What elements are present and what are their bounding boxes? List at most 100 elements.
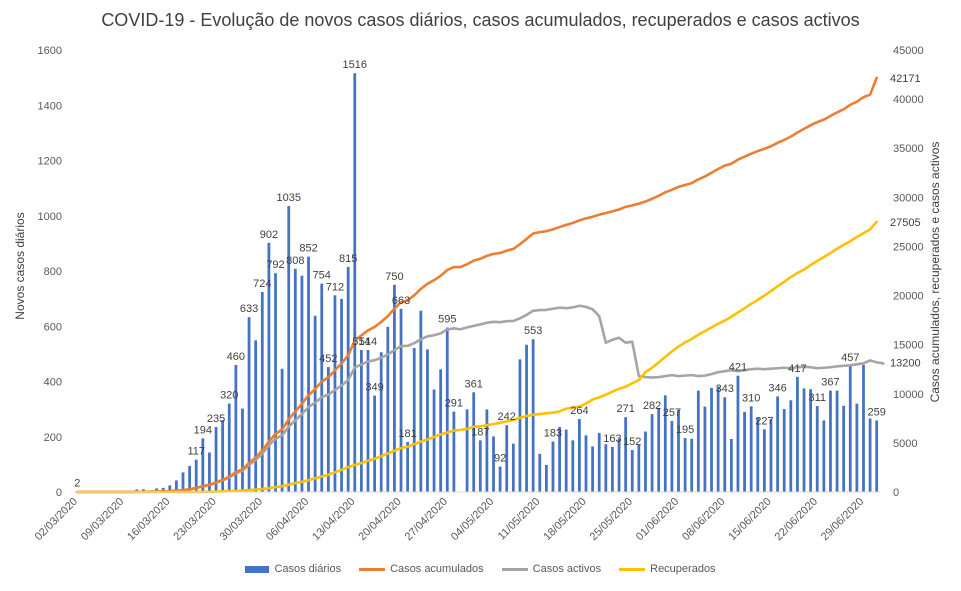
daily-cases-data-label: 311 <box>808 392 826 404</box>
daily-cases-bar <box>644 431 647 492</box>
daily-cases-bar <box>729 438 733 492</box>
daily-cases-bar <box>525 344 528 492</box>
y-tick-label-right: 30000 <box>893 192 924 204</box>
x-tick-label: 02/03/2020 <box>33 496 80 543</box>
daily-cases-bar <box>855 403 859 492</box>
daily-cases-data-label: 2 <box>74 477 80 489</box>
daily-cases-data-label: 1035 <box>276 192 300 204</box>
daily-cases-data-label: 712 <box>326 281 344 293</box>
daily-cases-bar <box>743 411 746 492</box>
daily-cases-data-label: 195 <box>676 424 694 436</box>
daily-cases-bar <box>696 390 700 492</box>
daily-cases-bar <box>670 421 674 492</box>
legend-label-daily-cases: Casos diários <box>274 563 342 575</box>
daily-cases-bar <box>188 466 192 492</box>
daily-cases-bar <box>359 350 363 492</box>
daily-cases-data-label: 242 <box>498 411 516 423</box>
daily-cases-data-label: 815 <box>339 253 357 265</box>
recovered-end-label: 27505 <box>890 217 921 229</box>
daily-cases-data-label: 553 <box>524 325 542 337</box>
daily-cases-bar <box>630 450 634 492</box>
daily-cases-bar <box>736 375 740 492</box>
daily-cases-bar <box>564 429 568 492</box>
legend-label-cumulative-cases: Casos acumulados <box>390 563 484 575</box>
daily-cases-data-label: 117 <box>187 446 205 458</box>
daily-cases-bar <box>868 418 872 492</box>
daily-cases-bar <box>181 472 185 492</box>
x-tick-label: 06/04/2020 <box>264 496 311 543</box>
daily-cases-bar <box>175 480 178 492</box>
y-tick-label-right: 15000 <box>893 340 924 352</box>
daily-cases-data-label: 227 <box>755 415 773 427</box>
daily-cases-bar <box>723 397 727 492</box>
daily-cases-data-label: 367 <box>821 377 839 389</box>
daily-cases-bar <box>260 291 264 492</box>
daily-cases-bar <box>848 365 852 492</box>
daily-cases-bar <box>796 376 799 492</box>
daily-cases-data-label: 361 <box>465 378 483 390</box>
daily-cases-bar <box>762 429 766 492</box>
daily-cases-data-label: 320 <box>220 390 238 402</box>
y-axis-title-right: Casos acumulados, recuperados e casos ac… <box>928 141 942 403</box>
daily-cases-bar <box>214 427 218 492</box>
legend: Casos diários Casos acumulados Casos act… <box>0 563 961 575</box>
daily-cases-bar <box>782 409 786 492</box>
daily-cases-bar <box>465 409 469 492</box>
y-axis-title-left: Novos casos diários <box>13 212 27 320</box>
y-tick-label-right: 25000 <box>893 241 924 253</box>
legend-item-recovered: Recuperados <box>619 563 716 575</box>
x-tick-label: 13/04/2020 <box>310 496 357 543</box>
y-tick-label-left: 1000 <box>38 211 62 223</box>
daily-cases-data-label: 346 <box>768 382 786 394</box>
x-tick-label: 04/05/2020 <box>449 496 496 543</box>
daily-cases-bar <box>478 440 482 492</box>
daily-cases-bar <box>776 396 779 492</box>
daily-cases-bar <box>485 409 489 492</box>
daily-cases-bar <box>168 485 172 492</box>
daily-cases-bar <box>677 409 680 492</box>
daily-cases-data-label: 595 <box>438 314 456 326</box>
daily-cases-bar <box>822 420 826 492</box>
daily-cases-bar <box>538 453 542 492</box>
daily-cases-bar <box>267 242 271 492</box>
daily-cases-bar <box>578 419 581 492</box>
y-tick-label-left: 1400 <box>38 100 62 112</box>
daily-cases-bar <box>544 464 548 492</box>
daily-cases-bar <box>716 386 720 492</box>
daily-cases-data-label: 187 <box>471 426 489 438</box>
daily-cases-data-label: 1516 <box>343 59 367 71</box>
daily-cases-data-label: 271 <box>616 403 634 415</box>
y-tick-label-right: 10000 <box>893 389 924 401</box>
daily-cases-bar <box>201 438 205 492</box>
daily-cases-bar <box>412 348 416 492</box>
x-tick-label: 22/06/2020 <box>773 496 820 543</box>
daily-cases-bar <box>227 403 231 492</box>
daily-cases-bar <box>340 298 343 492</box>
legend-swatch-active-cases <box>501 567 528 571</box>
daily-cases-bar <box>789 400 793 492</box>
daily-cases-bar <box>221 420 225 492</box>
daily-cases-bar <box>326 367 330 492</box>
daily-cases-bar <box>445 327 449 492</box>
daily-cases-bar <box>287 206 291 493</box>
daily-cases-data-label: 259 <box>868 406 886 418</box>
daily-cases-bar <box>432 389 436 492</box>
daily-cases-bar <box>505 425 509 492</box>
daily-cases-bar <box>439 369 443 492</box>
daily-cases-bar <box>300 275 304 492</box>
daily-cases-data-label: 282 <box>643 400 661 412</box>
x-tick-label: 08/06/2020 <box>680 496 727 543</box>
cumulative-cases-end-label: 42171 <box>890 73 921 85</box>
legend-item-active-cases: Casos activos <box>501 563 601 575</box>
daily-cases-bar <box>584 435 588 492</box>
daily-cases-data-label: 291 <box>445 398 463 410</box>
y-tick-label-right: 20000 <box>893 291 924 303</box>
daily-cases-data-label: 663 <box>392 295 410 307</box>
daily-cases-data-label: 792 <box>266 259 284 271</box>
daily-cases-bar <box>875 420 879 492</box>
x-tick-label: 09/03/2020 <box>79 496 126 543</box>
legend-swatch-recovered <box>619 567 646 571</box>
daily-cases-data-label: 92 <box>494 453 506 465</box>
daily-cases-bar <box>161 487 165 492</box>
